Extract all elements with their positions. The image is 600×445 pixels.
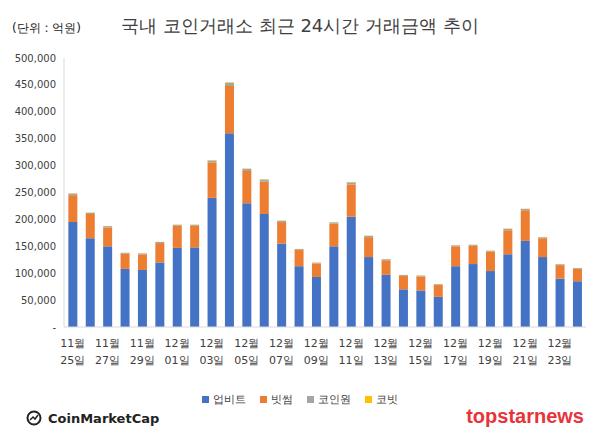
svg-text:100,000: 100,000 (15, 268, 56, 279)
svg-text:12월01일: 12월01일 (165, 337, 190, 367)
svg-text:50,000: 50,000 (21, 295, 56, 306)
svg-text:12월21일: 12월21일 (513, 337, 538, 367)
html-text:CoinMarketCap: CoinMarketCap (48, 410, 160, 426)
svg-text:12월19일: 12월19일 (478, 337, 503, 367)
svg-text:12월15일: 12월15일 (408, 337, 433, 367)
svg-text:11월29일: 11월29일 (130, 337, 155, 367)
svg-text:12월03일: 12월03일 (199, 337, 224, 367)
html-text:코빗: 코빗 (376, 393, 398, 406)
svg-text:11월27일: 11월27일 (95, 337, 120, 367)
html-text:(단위 : 억원): (단위 : 억원) (12, 21, 81, 35)
svg-text:200,000: 200,000 (15, 214, 56, 225)
svg-text:150,000: 150,000 (15, 241, 56, 252)
svg-text:400,000: 400,000 (15, 106, 56, 117)
svg-text:12월17일: 12월17일 (443, 337, 468, 367)
html-text:빗썸: 빗썸 (271, 393, 293, 406)
svg-text:12월23일: 12월23일 (547, 337, 572, 367)
svg-text:12월05일: 12월05일 (234, 337, 259, 367)
svg-text:300,000: 300,000 (15, 160, 56, 171)
svg-text:500,000: 500,000 (15, 53, 56, 64)
html-text:코인원: 코인원 (318, 393, 351, 406)
svg-text:450,000: 450,000 (15, 79, 56, 90)
html-text:topstarnews: topstarnews (466, 405, 584, 427)
html-text:국내 코인거래소 최근 24시간 거래금액 추이: 국내 코인거래소 최근 24시간 거래금액 추이 (121, 15, 479, 36)
svg-text:250,000: 250,000 (15, 187, 56, 198)
svg-text:12월13일: 12월13일 (373, 337, 398, 367)
html-text:업비트: 업비트 (213, 393, 246, 406)
svg-text:-: - (52, 322, 56, 333)
svg-text:11월25일: 11월25일 (60, 337, 85, 367)
svg-text:12월11일: 12월11일 (339, 337, 364, 367)
svg-text:12월09일: 12월09일 (304, 337, 329, 367)
svg-text:12월07일: 12월07일 (269, 337, 294, 367)
svg-text:350,000: 350,000 (15, 133, 56, 144)
